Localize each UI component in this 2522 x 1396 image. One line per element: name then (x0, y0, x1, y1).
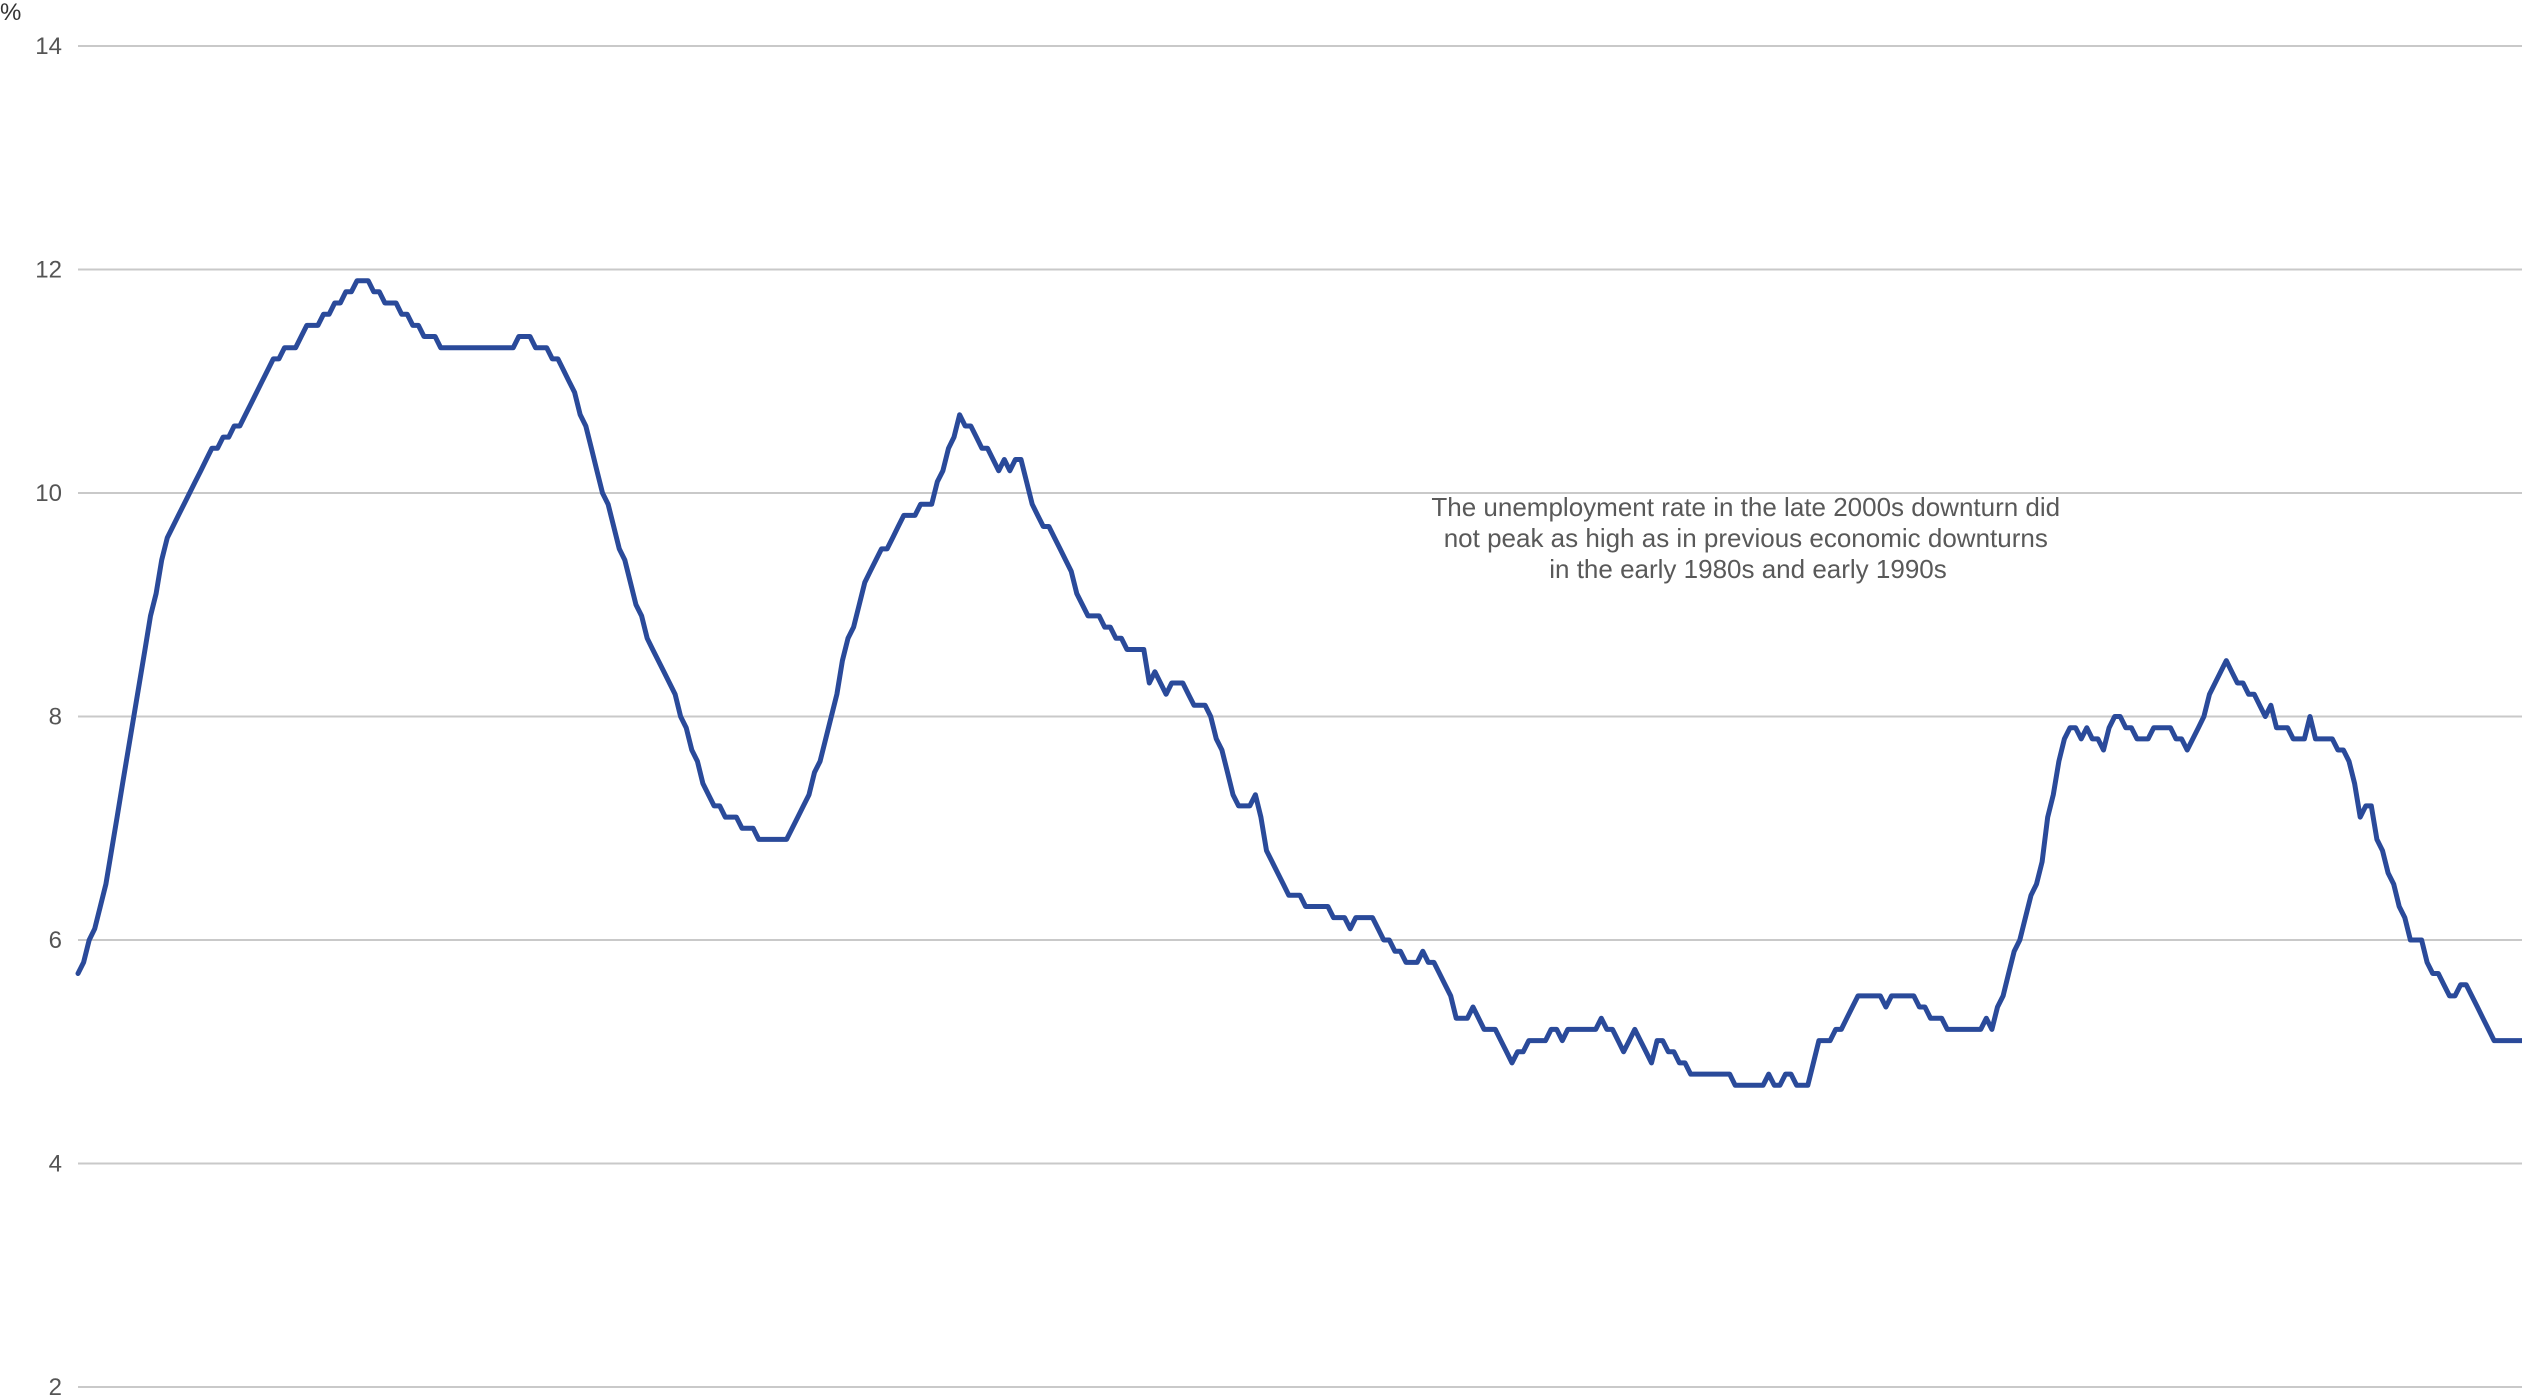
y-axis-unit-label: % (0, 0, 21, 26)
y-tick-label-6: 6 (49, 927, 62, 954)
y-tick-label-2: 2 (49, 1374, 62, 1396)
annotation-line-3: in the early 1980s and early 1990s (1549, 554, 1947, 584)
annotation-line-2: not peak as high as in previous economic… (1444, 523, 2048, 553)
grid-layer (78, 45, 2522, 1388)
y-tick-label-8: 8 (49, 704, 62, 731)
y-tick-label-4: 4 (49, 1151, 62, 1178)
series-line (75, 278, 2522, 1088)
y-tick-label-10: 10 (35, 480, 62, 507)
annotation-line-1: The unemployment rate in the late 2000s … (1431, 492, 2060, 522)
y-axis-ticks: 2 4 6 8 10 12 14 (35, 33, 62, 1396)
y-tick-label-14: 14 (35, 33, 62, 60)
y-tick-label-12: 12 (35, 257, 62, 284)
chart-annotation: The unemployment rate in the late 2000s … (1431, 492, 2064, 584)
